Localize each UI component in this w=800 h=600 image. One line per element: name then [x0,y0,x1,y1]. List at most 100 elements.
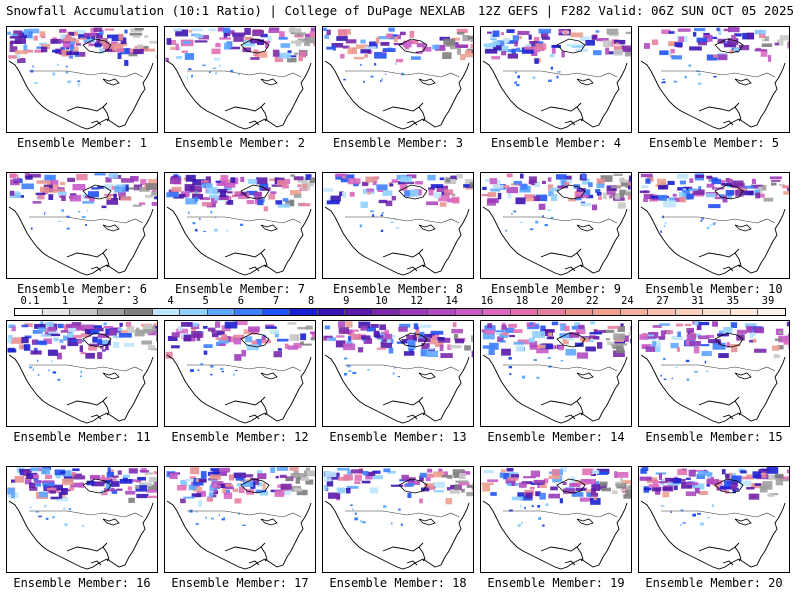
snowfall-map [165,321,315,424]
valid-time: 12Z GEFS | F282 Valid: 06Z SUN OCT 05 20… [477,3,794,18]
map-panel [322,320,474,427]
map-panel [480,172,632,279]
colorbar-swatch [207,309,236,315]
colorbar-swatch [510,309,539,315]
page-title: Snowfall Accumulation (10:1 Ratio) | Col… [6,3,466,18]
colorbar-swatch [483,309,511,315]
member-label: Ensemble Member: 4 [490,136,622,150]
colorbar-tick-label: 31 [691,295,705,307]
colorbar-tick-label: 9 [343,295,350,307]
member-label: Ensemble Member: 20 [645,576,783,590]
map-panel [638,466,790,573]
member-label: Ensemble Member: 5 [648,136,780,150]
colorbar-swatch [15,309,43,315]
member-label: Ensemble Member: 14 [487,430,625,444]
colorbar [14,308,786,316]
member-label: Ensemble Member: 1 [16,136,148,150]
snowfall-map [8,173,157,276]
map-panel [322,172,474,279]
map-panel [322,466,474,573]
snowfall-map [7,27,157,130]
colorbar-tick-label: 27 [656,295,669,307]
member-label: Ensemble Member: 11 [13,430,151,444]
map-panel [164,26,316,133]
map-panel [164,466,316,573]
colorbar-tick-label: 39 [761,295,775,307]
map-panel [164,172,316,279]
colorbar-swatch [758,309,785,315]
colorbar-swatch [152,309,181,315]
member-label: Ensemble Member: 7 [174,282,306,296]
map-panel [638,26,790,133]
colorbar-tick-label: 18 [515,295,529,307]
snowfall-map [165,27,315,130]
member-label: Ensemble Member: 13 [329,430,467,444]
colorbar-tick-label: 10 [375,295,388,307]
colorbar-swatch [730,309,759,315]
colorbar-swatch [290,309,318,315]
colorbar-labels: 0.1 1 2 3 4 5 6 7 8 9 10 12 14 16 18 20 22 24 27 31 35 39 [0,295,800,307]
colorbar-swatch [125,309,153,315]
member-label: Ensemble Member: 15 [645,430,783,444]
member-label: Ensemble Member: 18 [329,576,467,590]
snowfall-map [323,173,473,276]
colorbar-tick-label: 35 [726,295,740,307]
colorbar-swatch [648,309,676,315]
snowfall-map [166,174,315,276]
map-panel [6,466,158,573]
member-label: Ensemble Member: 6 [16,282,148,296]
colorbar-swatch [42,309,71,315]
member-label: Ensemble Member: 19 [487,576,625,590]
colorbar-tick-label: 12 [410,295,423,307]
member-label: Ensemble Member: 16 [13,576,151,590]
header: Snowfall Accumulation (10:1 Ratio) | Col… [0,0,800,22]
snowfall-map [323,27,473,130]
colorbar-tick-label: 0.1 [20,295,40,307]
colorbar-tick-label: 16 [480,295,494,307]
snowfall-map [639,173,789,276]
colorbar-swatch [400,309,428,315]
colorbar-swatch [675,309,704,315]
snowfall-map [481,321,631,424]
member-label: Ensemble Member: 2 [174,136,306,150]
map-panel [164,320,316,427]
colorbar-swatch [180,309,208,315]
colorbar-swatch [262,309,291,315]
snowfall-map [482,28,631,130]
colorbar-tick-label: 1 [61,295,69,307]
colorbar-tick-label: 14 [445,295,459,307]
member-label: Ensemble Member: 8 [332,282,464,296]
snowfall-map [166,467,315,570]
snowfall-map [481,467,631,570]
colorbar-tick-label: 8 [307,295,315,307]
map-panel [638,320,790,427]
colorbar-swatch [703,309,731,315]
map-panel [638,172,790,279]
map-panel [480,320,632,427]
colorbar-tick-label: 3 [132,295,139,307]
colorbar-swatch [97,309,126,315]
member-label: Ensemble Member: 10 [645,282,783,296]
colorbar-tick-label: 20 [550,295,564,307]
map-panel [6,26,158,133]
snowfall-map [7,321,157,424]
colorbar-swatch [593,309,621,315]
snowfall-map [7,467,157,570]
snowfall-map [323,321,473,424]
member-label: Ensemble Member: 9 [490,282,622,296]
colorbar-tick-label: 6 [237,295,245,307]
colorbar-swatch [235,309,263,315]
member-label: Ensemble Member: 12 [171,430,309,444]
colorbar-swatch [345,309,373,315]
colorbar-swatch [427,309,456,315]
colorbar-swatch [620,309,649,315]
colorbar-swatch [317,309,346,315]
colorbar-tick-label: 22 [585,295,599,307]
map-panel [480,26,632,133]
map-panel [322,26,474,133]
colorbar-tick-label: 7 [272,295,280,307]
snowfall-map [639,467,789,570]
member-label: Ensemble Member: 3 [332,136,464,150]
member-label: Ensemble Member: 17 [171,576,309,590]
colorbar-swatch [455,309,484,315]
